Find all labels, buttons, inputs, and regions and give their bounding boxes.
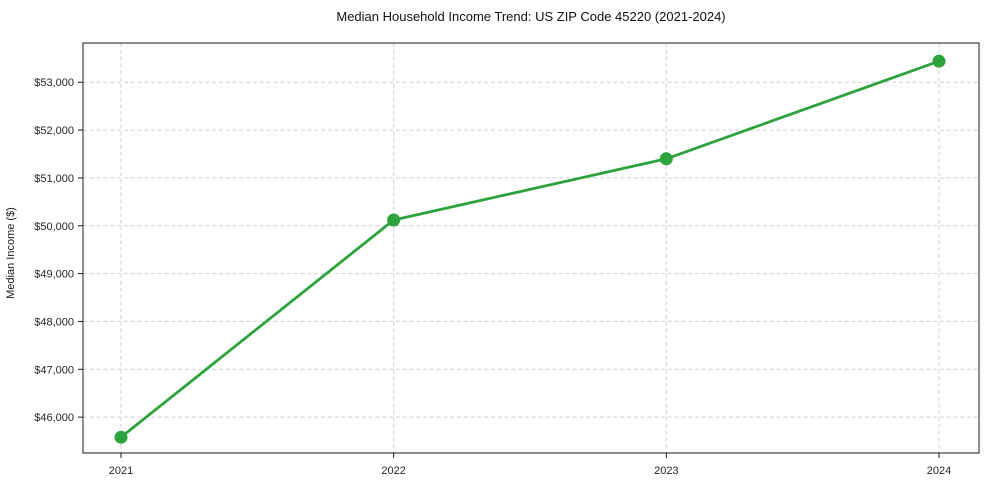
x-tick-label: 2021 bbox=[109, 465, 133, 477]
data-point bbox=[659, 152, 673, 166]
trend-line bbox=[119, 59, 941, 439]
data-point bbox=[114, 430, 128, 444]
data-point bbox=[932, 54, 946, 68]
y-tick-label: $47,000 bbox=[34, 364, 74, 376]
y-tick-label: $46,000 bbox=[34, 412, 74, 424]
x-tick-label: 2024 bbox=[927, 465, 951, 477]
y-tick-label: $52,000 bbox=[34, 125, 74, 137]
y-tick-label: $48,000 bbox=[34, 316, 74, 328]
x-tick-label: 2023 bbox=[654, 465, 678, 477]
axes: $46,000 $47,000 $48,000 $49,000 $50,000 $51,0… bbox=[34, 42, 980, 477]
plot-frame bbox=[82, 42, 980, 454]
y-tick-label: $49,000 bbox=[34, 269, 74, 281]
gridlines bbox=[83, 43, 979, 453]
y-tick-label: $51,000 bbox=[34, 173, 74, 185]
y-tick-label: $50,000 bbox=[34, 221, 74, 233]
chart-title: Median Household Income Trend: US ZIP Co… bbox=[336, 9, 725, 24]
y-tick-label: $53,000 bbox=[34, 77, 74, 89]
data-series bbox=[114, 54, 946, 444]
x-tick-label: 2022 bbox=[381, 465, 405, 477]
y-axis-label: Median Income ($) bbox=[5, 207, 17, 299]
data-point bbox=[387, 213, 401, 227]
